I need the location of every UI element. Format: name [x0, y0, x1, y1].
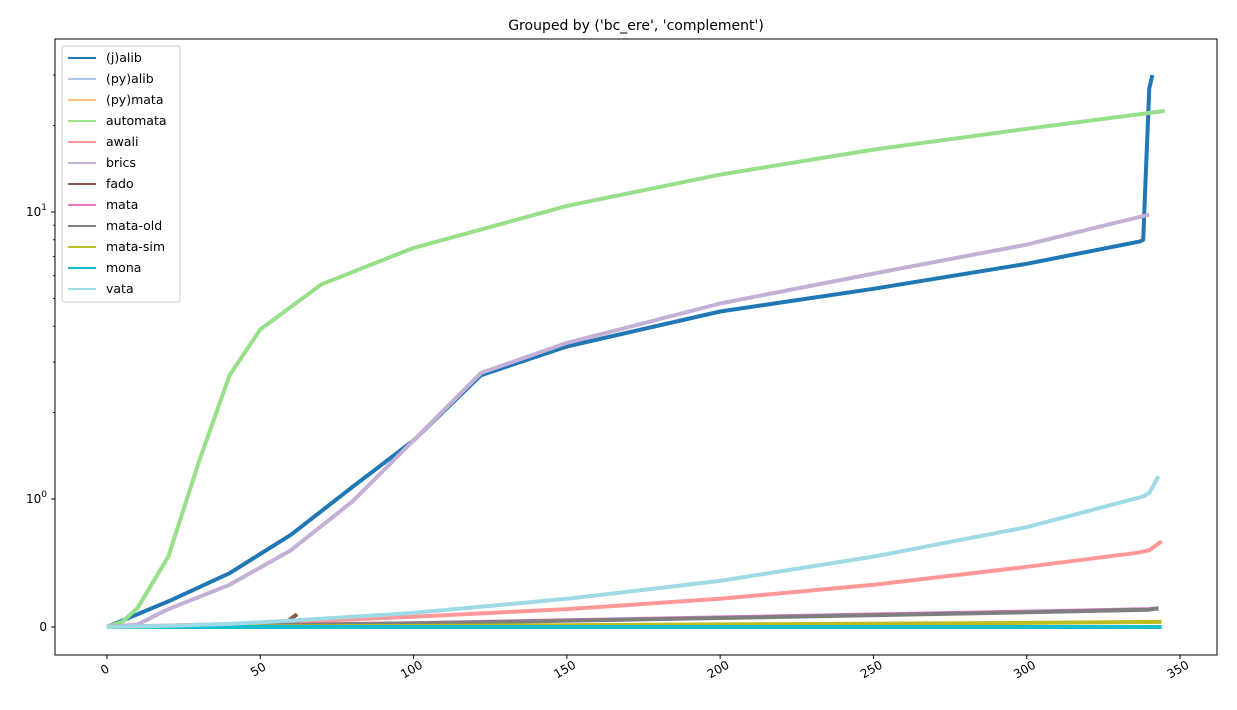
x-tick-label: 300 [1011, 658, 1038, 682]
legend-label: vata [106, 281, 134, 296]
chart-title: Grouped by ('bc_ere', 'complement') [508, 18, 764, 34]
legend-entry: awali [68, 134, 139, 149]
legend-entry: automata [68, 113, 167, 128]
x-tick-label: 350 [1165, 658, 1192, 682]
legend-entry: vata [68, 281, 134, 296]
series-line-brics [106, 212, 1150, 629]
series-line-j-alib [106, 74, 1155, 629]
legend-label: (j)alib [106, 50, 142, 65]
series-line-vata [106, 475, 1161, 629]
y-tick-label: 100 [26, 490, 47, 506]
x-tick-label: 0 [98, 662, 112, 678]
legend-label: mata-sim [106, 239, 165, 254]
x-tick-label: 50 [248, 660, 268, 680]
legend-label: (py)mata [106, 92, 163, 107]
legend-label: automata [106, 113, 167, 128]
legend-entry: brics [68, 155, 136, 170]
legend-entry: (py)alib [68, 71, 154, 86]
series-line-mata-old [106, 606, 1159, 629]
legend-entry: mona [68, 260, 141, 275]
legend-label: fado [106, 176, 134, 191]
legend-label: (py)alib [106, 71, 154, 86]
legend-label: awali [106, 134, 139, 149]
legend-entry: (py)mata [68, 92, 163, 107]
legend-label: brics [106, 155, 136, 170]
legend: (j)alib (py)alib (py)mata automata awali bric… [61, 45, 181, 303]
y-tick-label: 101 [26, 203, 47, 219]
series-line-automata [106, 108, 1165, 629]
legend-entry: fado [68, 176, 134, 191]
axes: 0 50 100 150 200 250 300 350 0 100 101 [26, 74, 1192, 682]
x-tick-label: 100 [398, 658, 425, 682]
legend-label: mona [106, 260, 141, 275]
legend-entry: mata-old [68, 218, 162, 233]
legend-entry: (j)alib [68, 50, 142, 65]
x-tick-label: 250 [858, 658, 885, 682]
legend-label: mata [106, 197, 138, 212]
x-tick-label: 150 [551, 658, 578, 682]
y-tick-label: 0 [39, 620, 47, 634]
legend-entry: mata [68, 197, 138, 212]
legend-label: mata-old [106, 218, 162, 233]
series-line-awali [106, 539, 1163, 629]
legend-box [61, 45, 181, 303]
x-tick-label: 200 [705, 658, 732, 682]
plot-area [106, 74, 1165, 629]
legend-entry: mata-sim [68, 239, 165, 254]
axes-frame [54, 38, 1218, 656]
